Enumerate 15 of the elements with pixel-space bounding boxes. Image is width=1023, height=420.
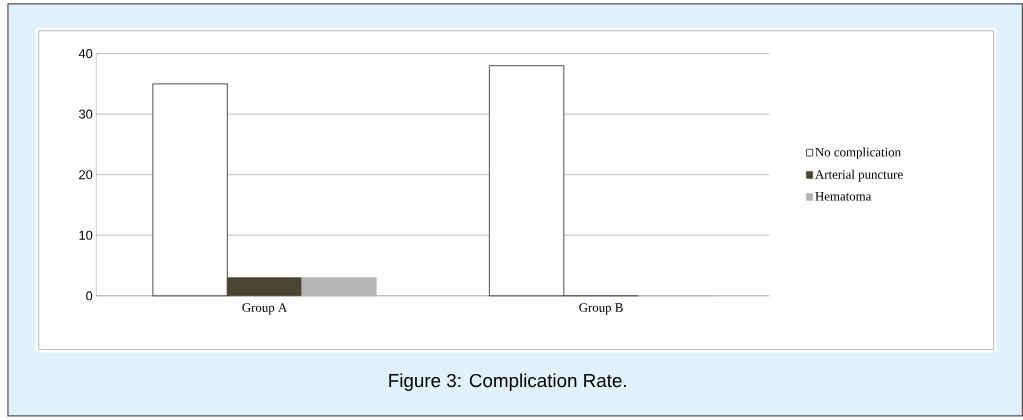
bar xyxy=(301,277,377,297)
bar xyxy=(489,65,565,297)
y-tick-label: 0 xyxy=(86,291,93,301)
legend-label: Arterial puncture xyxy=(815,169,903,182)
y-tick-label: 30 xyxy=(79,109,93,119)
bar xyxy=(226,277,303,297)
x-tick-label: Group B xyxy=(579,303,623,315)
legend-label: Hematoma xyxy=(815,192,872,201)
bar xyxy=(152,83,228,297)
y-tick-label: 20 xyxy=(79,170,93,180)
y-tick-label: 10 xyxy=(79,230,93,240)
caption: Figure 3: Complication Rate. xyxy=(389,373,626,391)
legend-label: No complication xyxy=(815,147,901,160)
y-tick-label: 40 xyxy=(78,49,93,59)
x-tick-label: Group A xyxy=(242,303,288,315)
